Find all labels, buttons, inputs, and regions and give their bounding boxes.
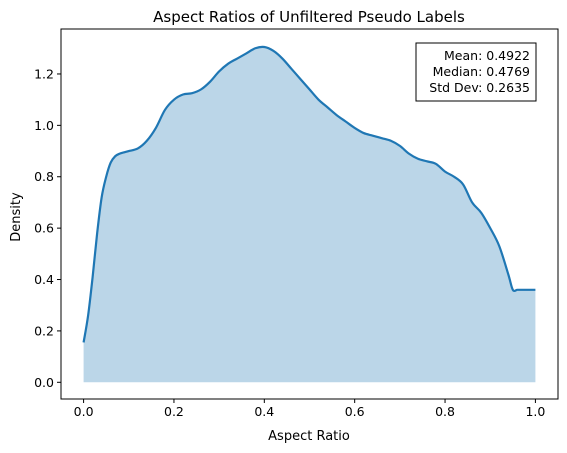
density-area-fill bbox=[83, 46, 536, 383]
y-tick-label: 1.0 bbox=[34, 118, 54, 133]
x-tick-label: 0.2 bbox=[164, 404, 184, 419]
ticks: 0.0 0.2 0.4 0.6 0.8 1.0 0.0 0.2 0.4 0.6 0.8 1.0 1.2 bbox=[34, 66, 545, 419]
stats-box: Mean: 0.4922 Median: 0.4769 Std Dev: 0.2… bbox=[415, 42, 537, 102]
y-tick-label: 0.2 bbox=[34, 323, 54, 338]
y-tick-label: 1.2 bbox=[34, 66, 54, 81]
stats-box-frame bbox=[415, 42, 537, 102]
x-tick-label: 0.8 bbox=[435, 404, 455, 419]
x-axis-label: Aspect Ratio bbox=[268, 429, 350, 444]
y-tick-label: 0.0 bbox=[34, 375, 54, 390]
y-tick-label: 0.8 bbox=[34, 169, 54, 184]
stats-median: Median: 0.4769 bbox=[433, 64, 530, 79]
x-tick-label: 0.0 bbox=[74, 404, 94, 419]
chart-title: Aspect Ratios of Unfiltered Pseudo Label… bbox=[153, 8, 465, 26]
y-axis-label: Density bbox=[9, 192, 24, 242]
stats-std-dev: Std Dev: 0.2635 bbox=[429, 80, 530, 95]
stats-mean: Mean: 0.4922 bbox=[444, 48, 530, 63]
plot-area bbox=[82, 45, 536, 383]
x-tick-label: 1.0 bbox=[525, 404, 545, 419]
y-tick-label: 0.6 bbox=[34, 221, 54, 236]
density-line bbox=[82, 45, 536, 343]
y-tick-label: 0.4 bbox=[34, 272, 54, 287]
x-tick-label: 0.4 bbox=[254, 404, 274, 419]
axes bbox=[60, 28, 559, 400]
axes-frame bbox=[60, 28, 559, 400]
x-tick-label: 0.6 bbox=[345, 404, 365, 419]
